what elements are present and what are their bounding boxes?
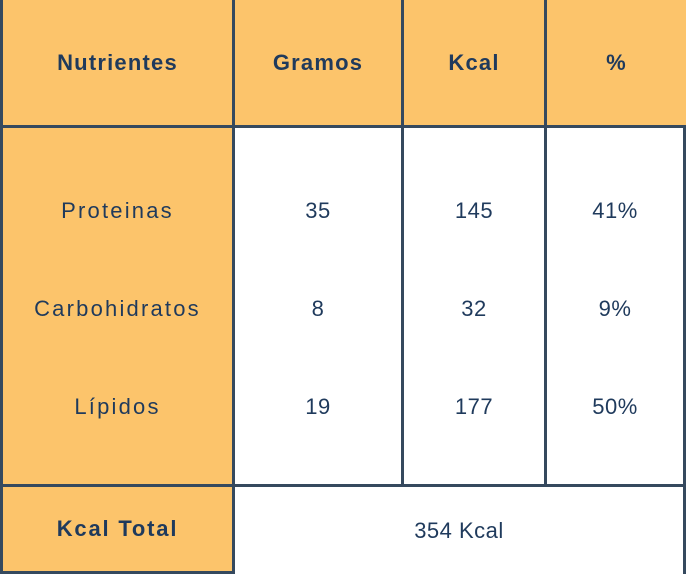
- nutrient-label-carbohidratos: Carbohidratos: [34, 295, 201, 321]
- header-label-gramos: Gramos: [272, 49, 364, 75]
- gramos-value-lipidos: 19: [305, 393, 331, 419]
- body-column-kcal: 145 32 177: [404, 128, 547, 487]
- header-label-kcal: Kcal: [448, 49, 500, 75]
- percent-value-lipidos: 50%: [592, 393, 638, 419]
- footer-label-kcal-total: Kcal Total: [56, 516, 179, 541]
- percent-value-carbohidratos: 9%: [598, 295, 632, 321]
- footer-cell-total-value: 354 Kcal: [235, 487, 686, 574]
- kcal-value-proteinas: 145: [454, 197, 494, 223]
- header-cell-gramos: Gramos: [235, 0, 404, 128]
- header-label-nutrientes: Nutrientes: [57, 49, 178, 75]
- gramos-value-proteinas: 35: [305, 197, 331, 223]
- footer-cell-kcal-total: Kcal Total: [0, 487, 235, 574]
- header-cell-percent: %: [547, 0, 686, 128]
- body-column-percent: 41% 9% 50%: [547, 128, 686, 487]
- nutrient-label-lipidos: Lípidos: [74, 393, 161, 419]
- body-column-gramos: 35 8 19: [235, 128, 404, 487]
- header-cell-kcal: Kcal: [404, 0, 547, 128]
- kcal-value-lipidos: 177: [454, 393, 494, 419]
- header-label-percent: %: [606, 49, 627, 75]
- percent-value-proteinas: 41%: [592, 197, 638, 223]
- body-column-nutrients: Proteinas Carbohidratos Lípidos: [0, 128, 235, 487]
- gramos-value-carbohidratos: 8: [311, 295, 325, 321]
- footer-total-value: 354 Kcal: [414, 517, 504, 543]
- nutrient-label-proteinas: Proteinas: [61, 197, 174, 223]
- header-cell-nutrientes: Nutrientes: [0, 0, 235, 128]
- kcal-value-carbohidratos: 32: [461, 295, 487, 321]
